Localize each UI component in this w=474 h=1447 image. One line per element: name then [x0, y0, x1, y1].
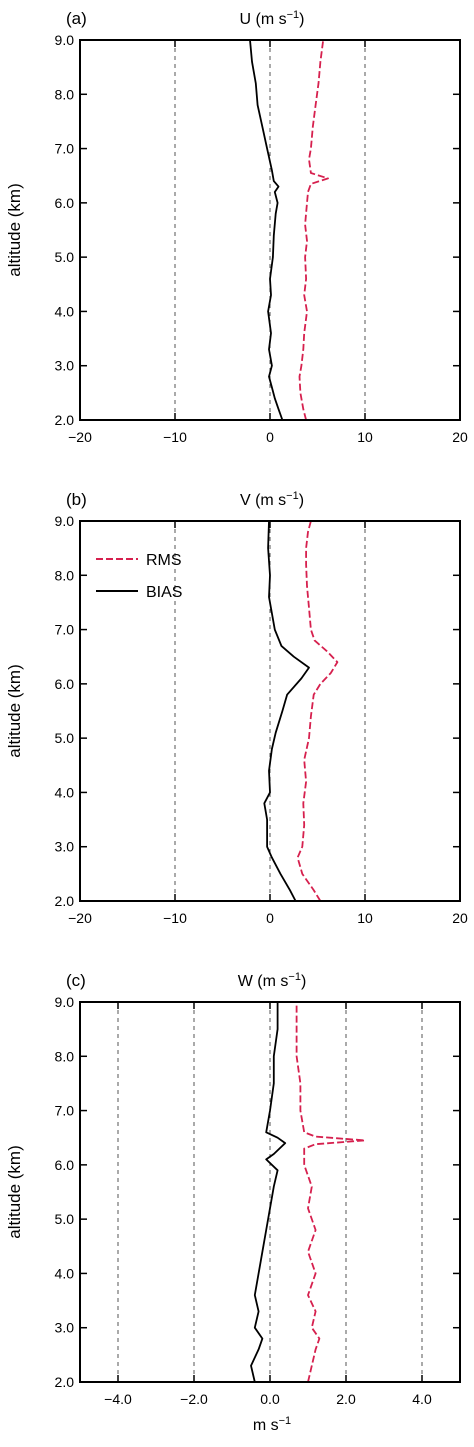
- x-axis-label-sup: −1: [279, 1415, 292, 1427]
- panel-1: −20 −10 0 10 20 2.0 3.0 4.0 5.0 6.0 7.0 8.0 9.0 altit…: [5, 9, 468, 445]
- y-tick-label: 6.0: [55, 1157, 75, 1173]
- y-tick-label: 4.0: [55, 1265, 75, 1281]
- y-axis-label: altitude (km): [5, 1145, 24, 1239]
- y-axis-label: altitude (km): [5, 183, 24, 277]
- y-axis-label: altitude (km): [5, 664, 24, 758]
- y-tick-label: 4.0: [55, 303, 75, 319]
- chart-title-sup: −1: [287, 9, 300, 21]
- x-tick-label: −20: [68, 910, 92, 926]
- x-tick-label: 20: [452, 429, 468, 445]
- y-tick-label: 5.0: [55, 249, 75, 265]
- legend-label-bias: BIAS: [146, 584, 182, 601]
- chart-title-sup: −1: [286, 490, 299, 502]
- y-tick-label: 2.0: [55, 412, 75, 428]
- panel-3: −4.0 −2.0 0.0 2.0 4.0 2.0 3.0 4.0 5.0 6.0 7.0 8.0 9.…: [5, 971, 461, 1434]
- y-tick-label: 6.0: [55, 676, 75, 692]
- y-tick-label: 2.0: [55, 1374, 75, 1390]
- legend-label-rms: RMS: [146, 552, 182, 569]
- x-axis-label: m s−1: [253, 1415, 291, 1434]
- panel-label: (a): [66, 9, 87, 28]
- y-tick-label: 7.0: [55, 141, 75, 157]
- y-tick-label: 7.0: [55, 622, 75, 638]
- chart-title-close: ): [301, 973, 306, 990]
- y-tick-label: 3.0: [55, 839, 75, 855]
- y-tick-label: 5.0: [55, 730, 75, 746]
- series-rms-line: [298, 39, 329, 421]
- x-tick-label: −2.0: [180, 1391, 208, 1407]
- y-tick-label: 8.0: [55, 86, 75, 102]
- y-tick-label: 3.0: [55, 1320, 75, 1336]
- series-bias-line: [250, 1002, 287, 1383]
- chart-title-main: W (m s: [238, 973, 289, 990]
- y-tick-label: 5.0: [55, 1211, 75, 1227]
- x-tick-label: 10: [357, 910, 373, 926]
- chart-title-main: U (m s: [240, 11, 287, 28]
- y-tick-label: 9.0: [55, 513, 75, 529]
- y-tick-label: 9.0: [55, 994, 75, 1010]
- y-tick-label: 2.0: [55, 893, 75, 909]
- chart-title-close: ): [299, 492, 304, 509]
- chart-title-close: ): [299, 11, 304, 28]
- x-tick-label: 20: [452, 910, 468, 926]
- x-tick-label: 0: [266, 429, 274, 445]
- y-tick-label: 8.0: [55, 1048, 75, 1064]
- x-tick-label: −10: [163, 429, 187, 445]
- y-tick-label: 8.0: [55, 567, 75, 583]
- chart-title: V (m s−1): [240, 490, 304, 509]
- y-tick-label: 9.0: [55, 32, 75, 48]
- y-tick-label: 7.0: [55, 1103, 75, 1119]
- x-tick-label: 2.0: [336, 1391, 356, 1407]
- legend: RMS BIAS: [96, 552, 182, 601]
- y-tick-label: 4.0: [55, 784, 75, 800]
- x-tick-label: −10: [163, 910, 187, 926]
- chart-title: U (m s−1): [240, 9, 305, 28]
- panel-label: (b): [66, 490, 87, 509]
- panel-label: (c): [66, 971, 86, 990]
- series-bias-line: [249, 39, 284, 421]
- chart-title: W (m s−1): [238, 971, 307, 990]
- x-tick-label: 10: [357, 429, 373, 445]
- x-axis-label-main: m s: [253, 1417, 279, 1434]
- x-tick-label: −20: [68, 429, 92, 445]
- panel-2: −20 −10 0 10 20 2.0 3.0 4.0 5.0 6.0 7.0 8.0 9.0 altit…: [5, 490, 468, 926]
- x-tick-label: 0: [266, 910, 274, 926]
- series-rms-line: [295, 1002, 366, 1383]
- chart-title-sup: −1: [288, 971, 301, 983]
- x-tick-label: −4.0: [104, 1391, 132, 1407]
- series-bias-line: [263, 520, 310, 902]
- x-tick-label: 0.0: [260, 1391, 280, 1407]
- y-tick-label: 6.0: [55, 195, 75, 211]
- x-tick-label: 4.0: [412, 1391, 432, 1407]
- y-tick-label: 3.0: [55, 358, 75, 374]
- chart-title-main: V (m s: [240, 492, 286, 509]
- series-rms-line: [296, 520, 339, 902]
